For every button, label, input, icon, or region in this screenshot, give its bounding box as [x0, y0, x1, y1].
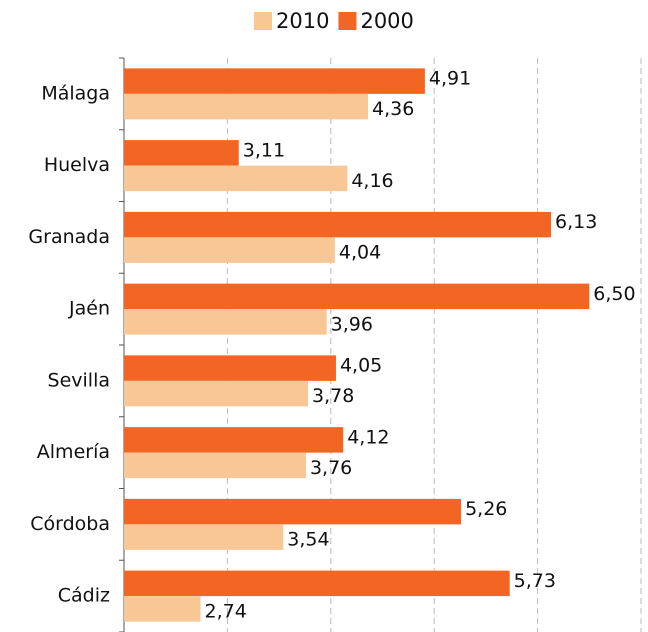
data-label: 4,12	[347, 426, 389, 448]
legend-swatch	[338, 12, 357, 30]
data-label: 5,73	[514, 570, 556, 592]
data-label: 2,74	[205, 600, 247, 622]
bar	[124, 524, 284, 550]
bar	[124, 211, 552, 238]
data-label: 4,36	[372, 98, 414, 120]
data-label: 4,16	[351, 170, 393, 192]
y-tick-label: Sevilla	[48, 369, 110, 391]
y-tick-label: Almería	[37, 441, 110, 463]
data-label: 4,91	[429, 68, 471, 90]
data-label: 3,11	[243, 139, 285, 161]
bar	[124, 283, 590, 310]
y-tick-label: Córdoba	[30, 513, 110, 535]
legend-swatch	[254, 12, 272, 30]
bar	[124, 596, 201, 622]
data-label: 5,26	[465, 498, 507, 520]
bar	[124, 140, 239, 166]
bar	[124, 93, 369, 120]
data-label: 3,76	[310, 457, 352, 479]
y-tick-label: Jaén	[68, 298, 110, 320]
data-label: 3,96	[331, 313, 373, 335]
y-tick-label: Cádiz	[58, 585, 110, 607]
y-tick-label: Málaga	[41, 82, 110, 104]
bar	[124, 237, 335, 263]
bar	[124, 452, 306, 479]
bar	[124, 380, 309, 407]
data-label: 4,04	[339, 242, 381, 264]
bar	[124, 570, 510, 597]
bar	[124, 165, 348, 192]
data-label: 4,05	[340, 355, 382, 377]
bar	[124, 309, 327, 335]
legend-label: 2000	[360, 9, 413, 33]
data-label: 3,54	[287, 529, 329, 551]
data-label: 3,78	[312, 385, 354, 407]
bar	[124, 68, 425, 94]
y-tick-label: Huelva	[44, 154, 110, 176]
bar	[124, 355, 336, 381]
legend-label: 2010	[276, 9, 329, 33]
bar	[124, 427, 344, 453]
data-label: 6,13	[555, 211, 597, 233]
bar	[124, 498, 462, 525]
data-label: 6,50	[593, 283, 635, 305]
y-tick-label: Granada	[28, 226, 110, 248]
